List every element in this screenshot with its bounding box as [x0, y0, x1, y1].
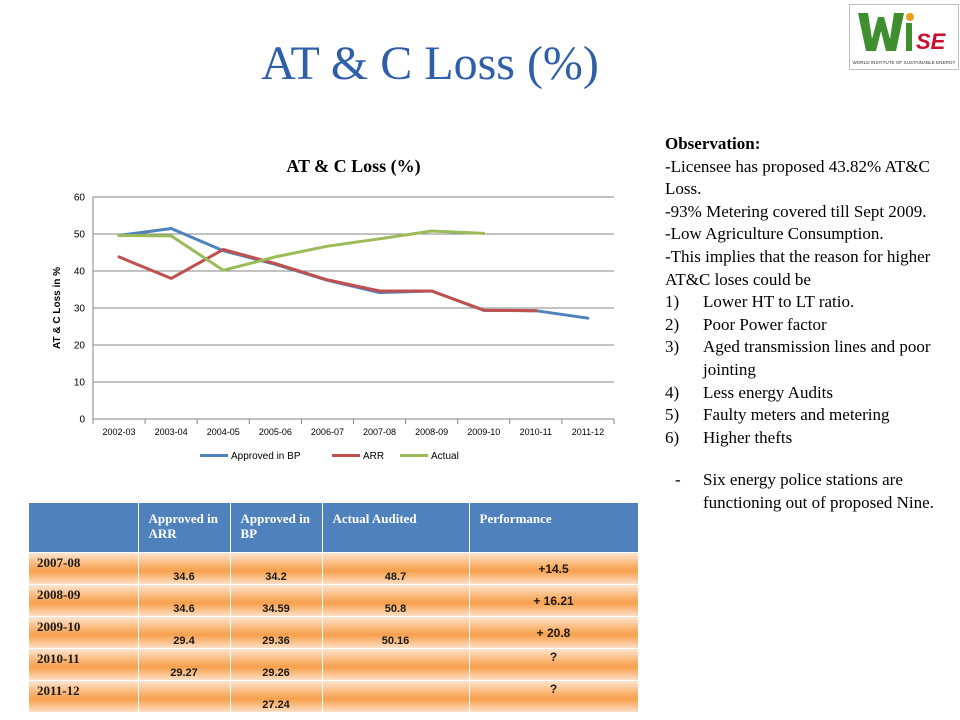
- arr-cell: 34.6: [138, 584, 231, 617]
- wise-logo-graphic: SE WORLD INSTITUTE OF SUSTAINABLE ENERGY: [852, 9, 956, 65]
- reason-number: 5): [665, 405, 680, 425]
- table-row: 2010-11 29.27 29.26 ?: [29, 648, 639, 681]
- arr-cell: 29.27: [138, 648, 231, 681]
- column-header: Approved in ARR: [138, 503, 231, 553]
- performance-cell: +14.5: [469, 552, 639, 585]
- y-tick-label: 30: [74, 304, 86, 315]
- loss-table: Approved in ARR Approved in BP Actual Au…: [29, 503, 639, 712]
- x-tick-label: 2010-11: [520, 427, 552, 437]
- reason-text: Lower HT to LT ratio.: [703, 292, 855, 312]
- actual-cell: 50.8: [322, 584, 470, 617]
- x-tick-label: 2004-05: [207, 427, 240, 437]
- observation-heading: Observation:: [665, 134, 761, 153]
- table-row: 2011-12 27.24 ?: [29, 680, 639, 712]
- reason-number: 3): [665, 337, 680, 357]
- x-tick-label: 2008-09: [415, 427, 448, 437]
- performance-cell: + 16.21: [469, 584, 639, 617]
- y-tick-label: 10: [74, 378, 86, 389]
- bp-cell: 29.36: [230, 616, 323, 649]
- y-tick-label: 50: [74, 230, 86, 241]
- column-header: Approved in BP: [230, 503, 323, 553]
- table-row: 2007-08 34.6 34.2 48.7 +14.5: [29, 552, 639, 585]
- x-tick-label: 2009-10: [467, 427, 500, 437]
- reason-item: 3) Aged transmission lines and poor joint…: [665, 336, 960, 381]
- actual-cell: [322, 648, 470, 681]
- series-line: [117, 248, 538, 313]
- reason-number: 2): [665, 314, 680, 334]
- reason-text: Less energy Audits: [703, 382, 834, 402]
- x-tick-label: 2005-06: [259, 427, 292, 437]
- x-tick-label: 2002-03: [103, 427, 136, 437]
- reason-number: 6): [665, 427, 680, 447]
- table-row: 2008-09 34.6 34.59 50.8 + 16.21: [29, 584, 639, 617]
- note-text: Six energy police stations are functioni…: [703, 470, 934, 512]
- y-tick-label: 20: [74, 341, 86, 352]
- arr-cell: 29.4: [138, 616, 231, 649]
- year-cell: 2010-11: [29, 648, 139, 681]
- table-row: 2009-10 29.4 29.36 50.16 + 20.8: [29, 616, 639, 649]
- x-tick-label: 2011-12: [572, 427, 604, 437]
- reason-text: Faulty meters and metering: [703, 405, 890, 425]
- y-axis-title: AT & C Loss in %: [52, 267, 63, 349]
- wise-logo: SE WORLD INSTITUTE OF SUSTAINABLE ENERGY: [849, 4, 959, 70]
- y-tick-label: 40: [74, 267, 86, 278]
- x-tick-label: 2007-08: [363, 427, 396, 437]
- table-header-row: Approved in ARR Approved in BP Actual Au…: [29, 503, 639, 553]
- reason-number: 1): [665, 292, 680, 312]
- reason-item: 1) Lower HT to LT ratio.: [665, 291, 960, 314]
- page-title: AT & C Loss (%): [261, 37, 599, 90]
- x-tick-label: 2006-07: [311, 427, 344, 437]
- reason-number: 4): [665, 382, 680, 402]
- observation-panel: Observation: -Licensee has proposed 43.8…: [665, 133, 960, 515]
- observation-line: -This implies that the reason for higher…: [665, 246, 931, 289]
- actual-cell: 50.16: [322, 616, 470, 649]
- arr-cell: 34.6: [138, 552, 231, 585]
- reason-item: 4) Less energy Audits: [665, 382, 960, 405]
- bp-cell: 27.24: [230, 680, 323, 712]
- logo-caption: WORLD INSTITUTE OF SUSTAINABLE ENERGY: [852, 60, 955, 65]
- year-cell: 2009-10: [29, 616, 139, 649]
- bp-cell: 34.59: [230, 584, 323, 617]
- column-header: Actual Audited: [322, 503, 470, 553]
- y-tick-label: 0: [79, 415, 85, 426]
- logo-text: SE: [916, 29, 947, 54]
- line-chart: AT & C Loss (%) 0 10 20 30 40 50 60 2002-03 2003-…: [52, 156, 615, 462]
- chart-title: AT & C Loss (%): [286, 156, 420, 177]
- reason-item: 5) Faulty meters and metering: [665, 404, 960, 427]
- note-bullet: -: [675, 470, 681, 490]
- reason-item: 2) Poor Power factor: [665, 314, 960, 337]
- observation-line: -93% Metering covered till Sept 2009.: [665, 201, 927, 221]
- reason-text: Aged transmission lines and poor jointin…: [703, 337, 931, 379]
- x-tick-label: 2003-04: [155, 427, 188, 437]
- actual-cell: [322, 680, 470, 712]
- performance-cell: ?: [469, 648, 639, 681]
- year-cell: 2008-09: [29, 584, 139, 617]
- year-cell: 2007-08: [29, 552, 139, 585]
- y-tick-label: 60: [74, 193, 86, 204]
- column-header: [29, 503, 139, 553]
- reason-text: Poor Power factor: [703, 314, 827, 334]
- bp-cell: 29.26: [230, 648, 323, 681]
- column-header: Performance: [469, 503, 639, 553]
- observation-line: -Licensee has proposed 43.82% AT&C Loss.: [665, 156, 930, 199]
- performance-cell: ?: [469, 680, 639, 712]
- reason-text: Higher thefts: [703, 427, 793, 447]
- legend-label: Actual: [431, 451, 459, 462]
- performance-cell: + 20.8: [469, 616, 639, 649]
- actual-cell: 48.7: [322, 552, 470, 585]
- observation-line: -Low Agriculture Consumption.: [665, 224, 884, 244]
- series-line: [117, 229, 486, 272]
- legend-label: Approved in BP: [231, 451, 301, 462]
- chart-area: AT & C Loss (%) 0 10 20 30 40 50 60 2002-03 2003-…: [30, 130, 636, 478]
- reason-item: 6) Higher thefts: [665, 427, 960, 450]
- police-station-note: - Six energy police stations are function…: [665, 469, 960, 514]
- year-cell: 2011-12: [29, 680, 139, 712]
- legend-label: ARR: [363, 451, 384, 462]
- arr-cell: [138, 680, 231, 712]
- bp-cell: 34.2: [230, 552, 323, 585]
